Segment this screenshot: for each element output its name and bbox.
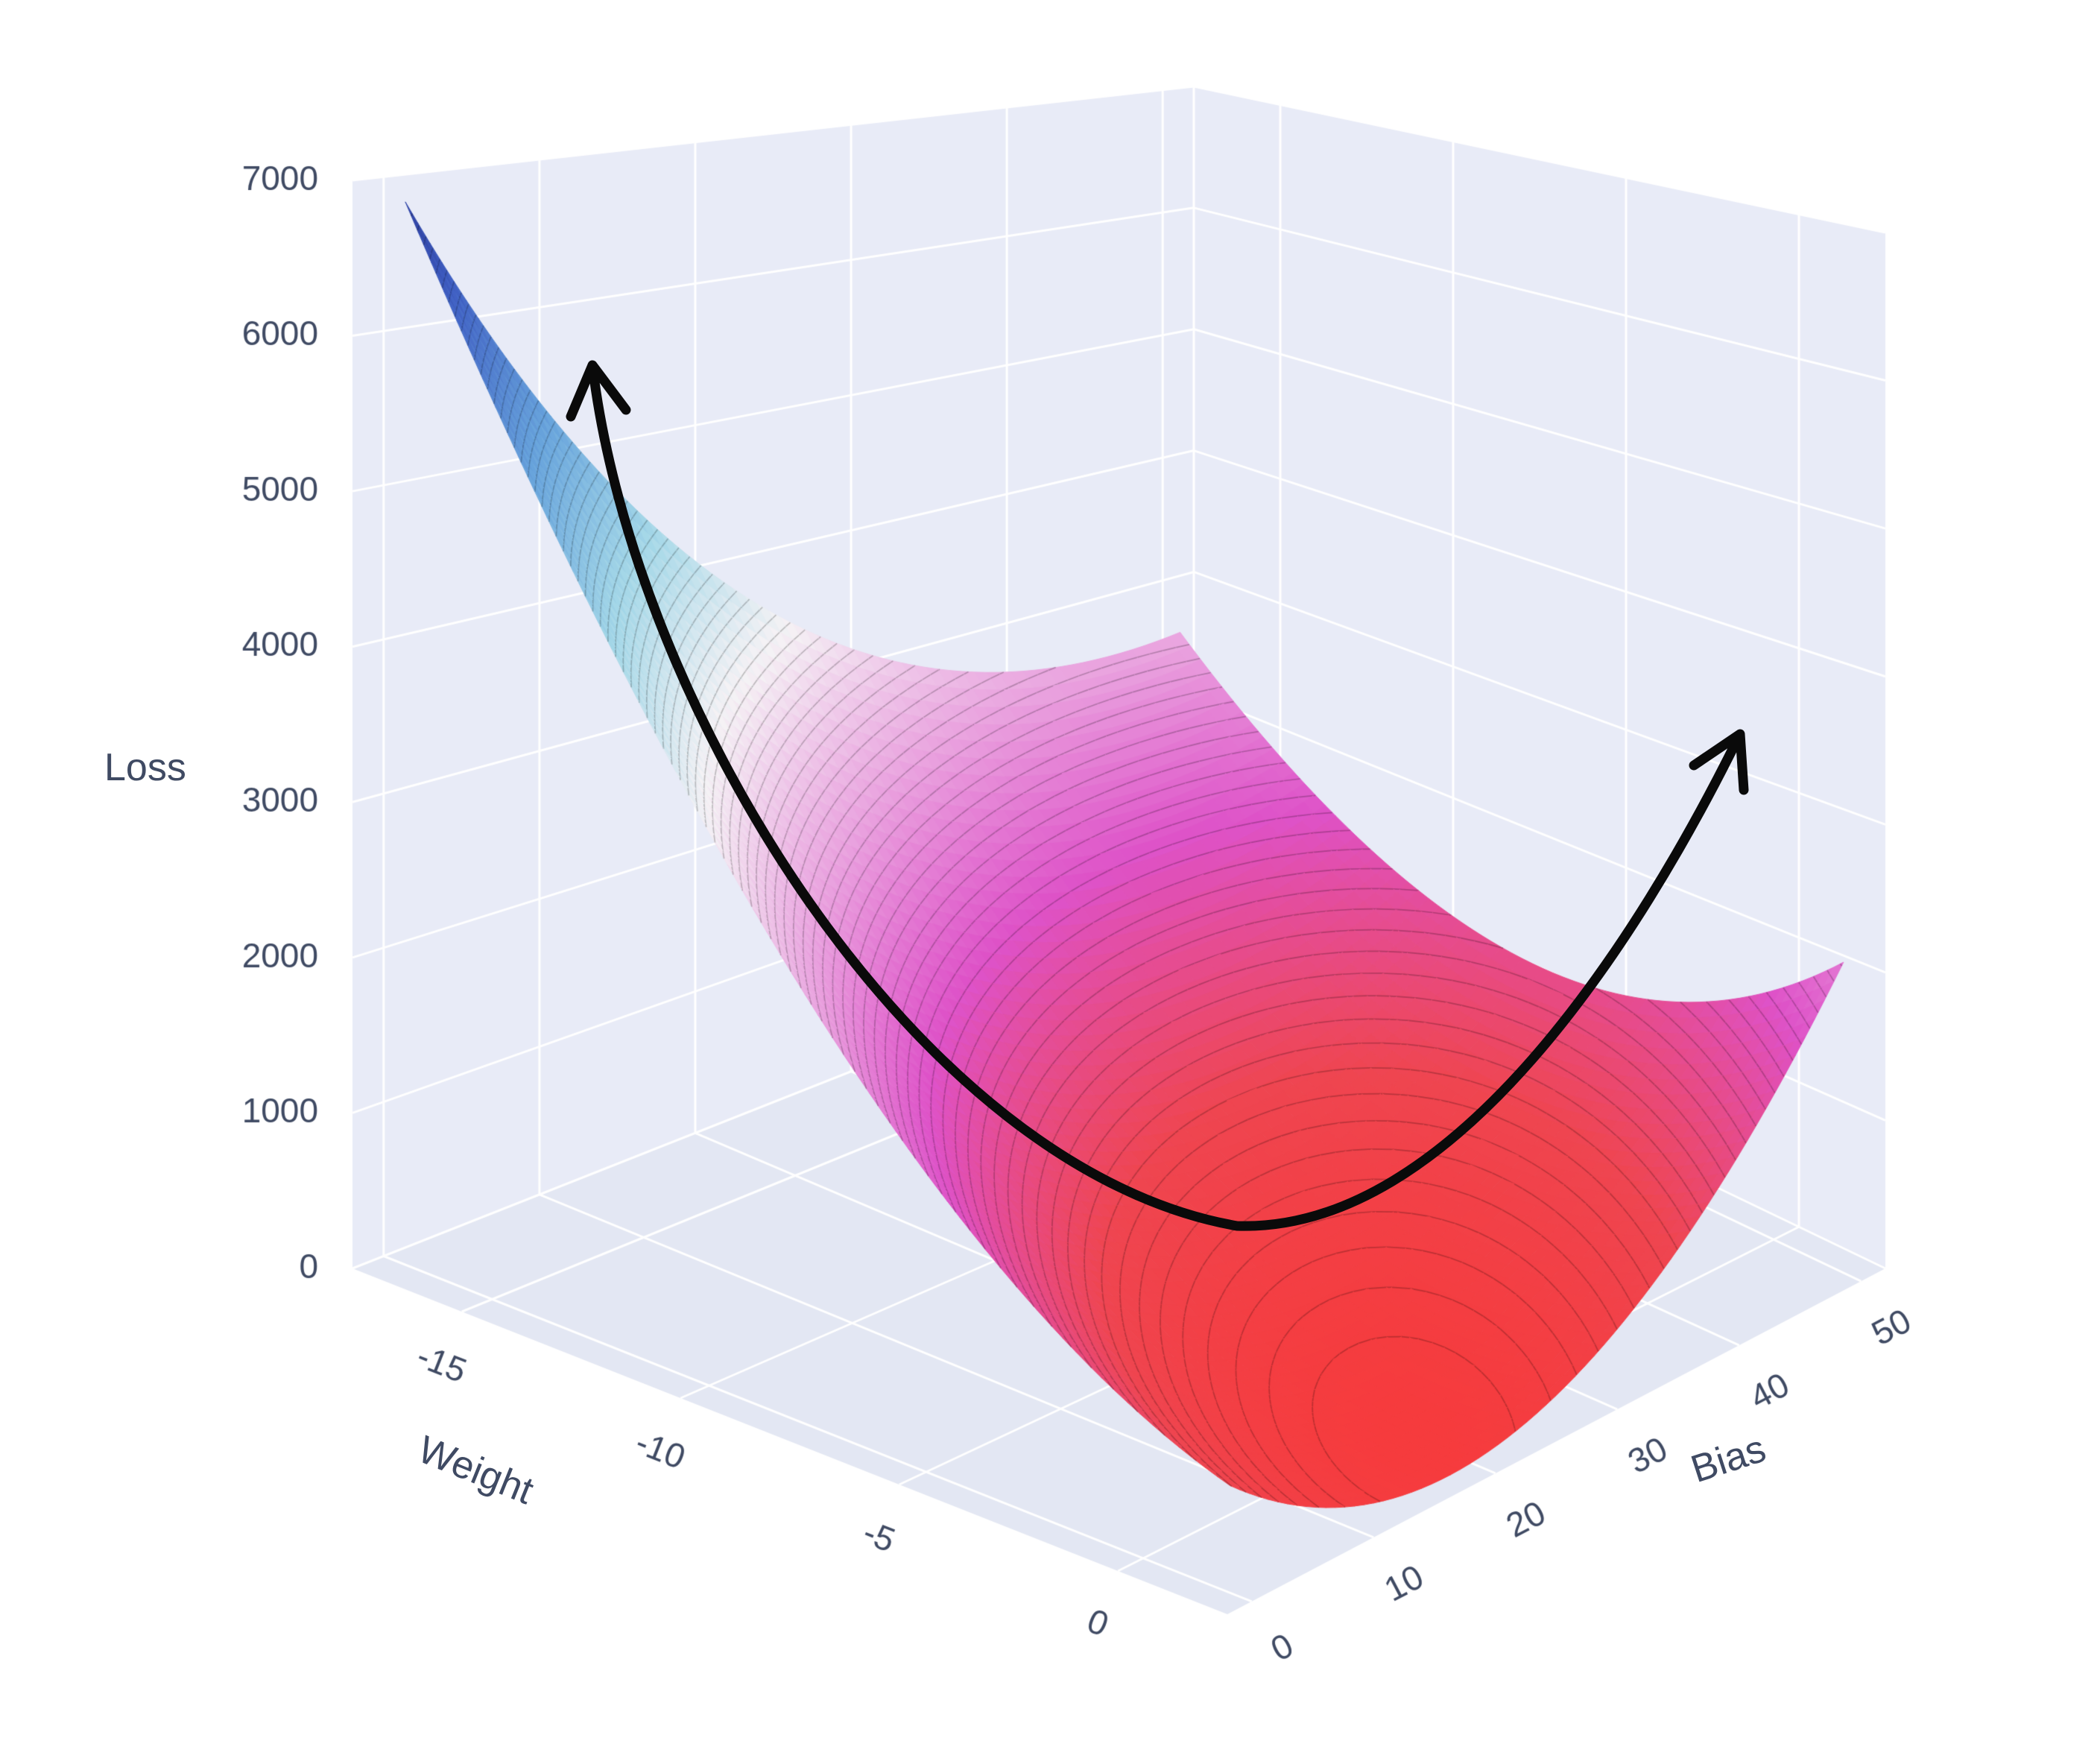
z-axis-title: Loss bbox=[104, 746, 186, 789]
